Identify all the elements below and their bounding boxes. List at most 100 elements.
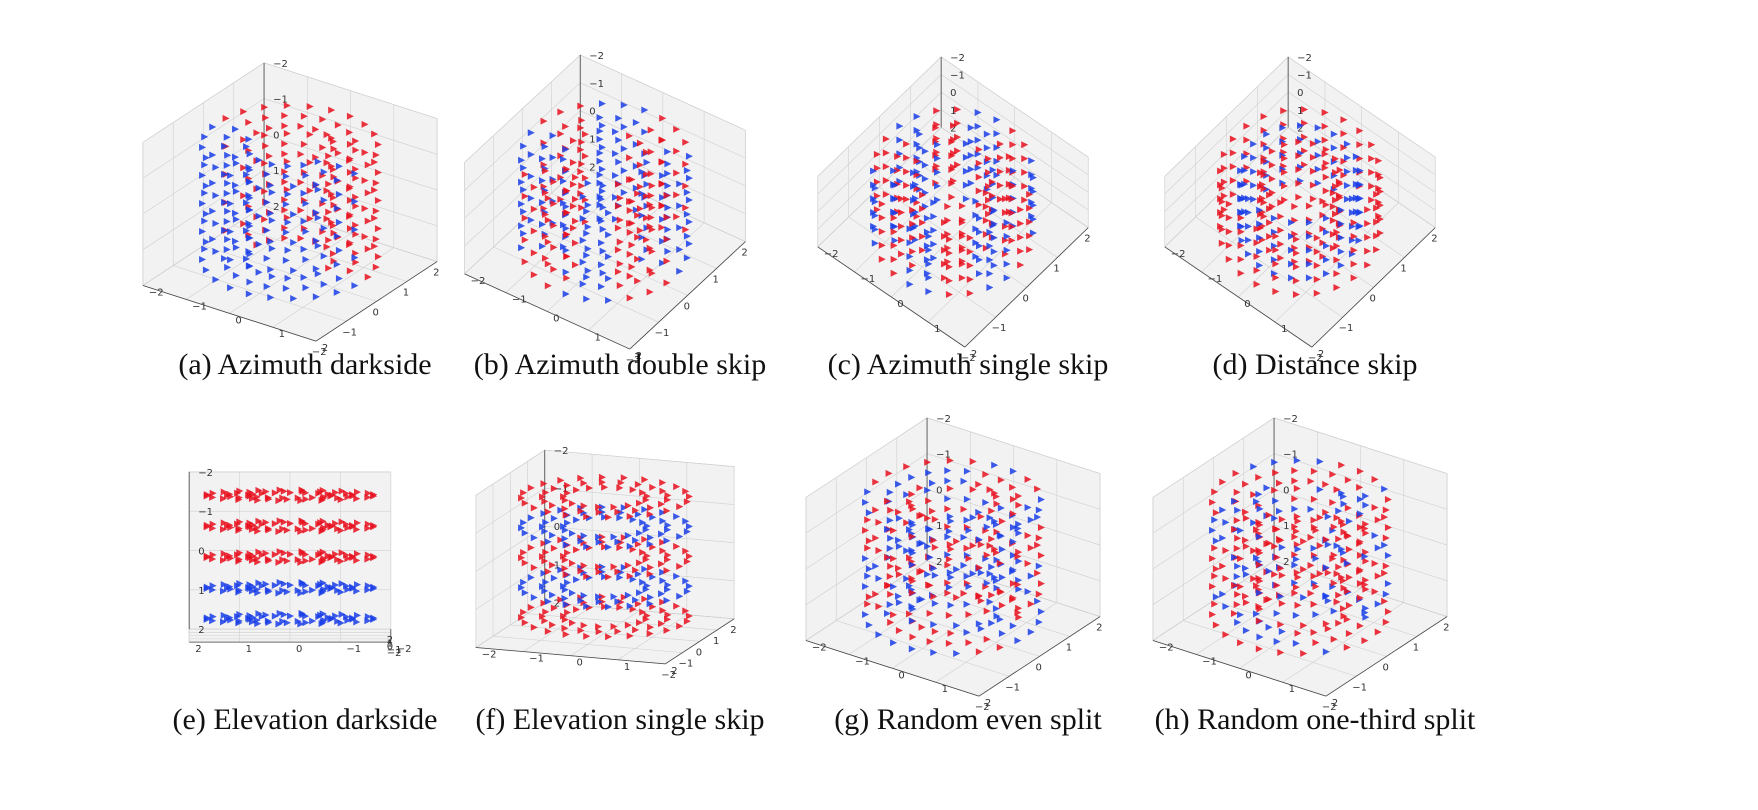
- triangle-right-marker: [364, 245, 372, 253]
- triangle-right-marker: [219, 525, 227, 533]
- triangle-right-marker: [268, 160, 276, 168]
- triangle-right-marker: [557, 476, 565, 484]
- triangle-right-marker: [963, 572, 971, 580]
- triangle-right-marker: [595, 503, 603, 511]
- triangle-right-marker: [976, 270, 984, 278]
- triangle-right-marker: [318, 558, 326, 566]
- triangle-right-marker: [953, 593, 961, 601]
- triangle-right-marker: [616, 603, 624, 611]
- triangle-right-marker: [245, 118, 253, 126]
- triangle-right-marker: [682, 226, 690, 234]
- triangle-right-marker: [209, 151, 217, 159]
- triangle-right-marker: [1279, 124, 1287, 132]
- triangle-right-marker: [1253, 280, 1261, 288]
- triangle-right-marker: [977, 625, 985, 633]
- triangle-right-marker: [663, 235, 671, 243]
- triangle-right-marker: [306, 215, 314, 223]
- triangle-right-marker: [615, 136, 623, 144]
- triangle-right-marker: [1356, 551, 1364, 559]
- triangle-right-marker: [945, 291, 953, 299]
- triangle-right-marker: [1009, 594, 1017, 602]
- grid-line: [464, 54, 581, 163]
- triangle-right-marker: [1268, 147, 1276, 155]
- triangle-right-marker: [542, 488, 550, 496]
- triangle-right-marker: [944, 505, 952, 513]
- triangle-right-marker: [329, 222, 337, 230]
- triangle-right-marker: [1253, 225, 1261, 233]
- triangle-right-marker: [1243, 136, 1251, 144]
- triangle-right-marker: [919, 232, 927, 240]
- triangle-right-marker: [1323, 256, 1331, 264]
- triangle-right-marker: [571, 261, 579, 269]
- triangle-right-marker: [337, 526, 345, 534]
- triangle-right-marker: [279, 556, 287, 564]
- triangle-right-marker: [224, 179, 232, 187]
- triangle-right-marker: [642, 236, 650, 244]
- triangle-right-marker: [992, 549, 1000, 557]
- triangle-right-marker: [1329, 203, 1337, 211]
- triangle-right-marker: [641, 505, 649, 513]
- triangle-right-marker: [1219, 562, 1227, 570]
- triangle-right-marker: [580, 479, 588, 487]
- triangle-right-marker: [958, 219, 966, 227]
- triangle-right-marker: [354, 611, 362, 619]
- triangle-right-marker: [634, 510, 642, 518]
- z-tick-label: 0: [950, 88, 956, 99]
- triangle-right-marker: [1014, 581, 1022, 589]
- triangle-right-marker: [595, 568, 603, 576]
- triangle-right-marker: [309, 586, 317, 594]
- triangle-right-marker: [960, 505, 968, 513]
- triangle-right-marker: [1014, 524, 1022, 532]
- triangle-right-marker: [862, 554, 870, 562]
- triangle-right-marker: [918, 567, 926, 575]
- triangle-right-marker: [329, 137, 337, 145]
- triangle-right-marker: [988, 535, 996, 543]
- triangle-right-marker: [1292, 249, 1300, 257]
- triangle-right-marker: [1330, 144, 1338, 152]
- triangle-right-marker: [906, 239, 914, 247]
- triangle-right-marker: [232, 237, 240, 245]
- triangle-right-marker: [220, 550, 228, 558]
- grid-line: [1287, 74, 1436, 176]
- triangle-right-marker: [518, 222, 526, 230]
- triangle-right-marker: [967, 179, 975, 187]
- triangle-right-marker: [626, 572, 634, 580]
- triangle-right-marker: [616, 194, 624, 202]
- triangle-right-marker: [1312, 526, 1320, 534]
- grid-line: [580, 54, 746, 131]
- triangle-right-marker: [683, 528, 691, 536]
- triangle-right-marker: [878, 241, 886, 249]
- triangle-right-marker: [1005, 166, 1013, 174]
- triangle-right-marker: [520, 186, 528, 194]
- triangle-right-marker: [895, 564, 903, 572]
- triangle-right-marker: [885, 469, 893, 477]
- triangle-right-marker: [931, 515, 939, 523]
- triangle-right-marker: [221, 226, 229, 234]
- triangle-right-marker: [209, 524, 217, 532]
- triangle-right-marker: [1292, 291, 1300, 299]
- triangle-right-marker: [871, 212, 879, 220]
- triangle-right-marker: [965, 526, 973, 534]
- triangle-right-marker: [246, 250, 254, 258]
- triangle-right-marker: [865, 537, 873, 545]
- triangle-right-marker: [993, 116, 1001, 124]
- triangle-right-marker: [1343, 643, 1351, 651]
- triangle-right-marker: [297, 178, 305, 186]
- triangle-right-marker: [918, 623, 926, 631]
- triangle-right-marker: [944, 589, 952, 597]
- triangle-right-marker: [297, 150, 305, 158]
- triangle-right-marker: [1253, 498, 1261, 506]
- triangle-right-marker: [595, 593, 603, 601]
- triangle-right-marker: [1384, 608, 1392, 616]
- triangle-right-marker: [232, 271, 240, 279]
- triangle-right-marker: [581, 174, 589, 182]
- triangle-right-marker: [903, 140, 911, 148]
- y-tick-label: −2: [397, 644, 412, 655]
- triangle-right-marker: [1263, 484, 1271, 492]
- triangle-right-marker: [1278, 628, 1286, 636]
- triangle-right-marker: [221, 170, 229, 178]
- triangle-right-marker: [963, 467, 971, 475]
- triangle-right-marker: [1313, 289, 1321, 297]
- triangle-right-marker: [620, 123, 628, 131]
- triangle-right-marker: [372, 235, 380, 243]
